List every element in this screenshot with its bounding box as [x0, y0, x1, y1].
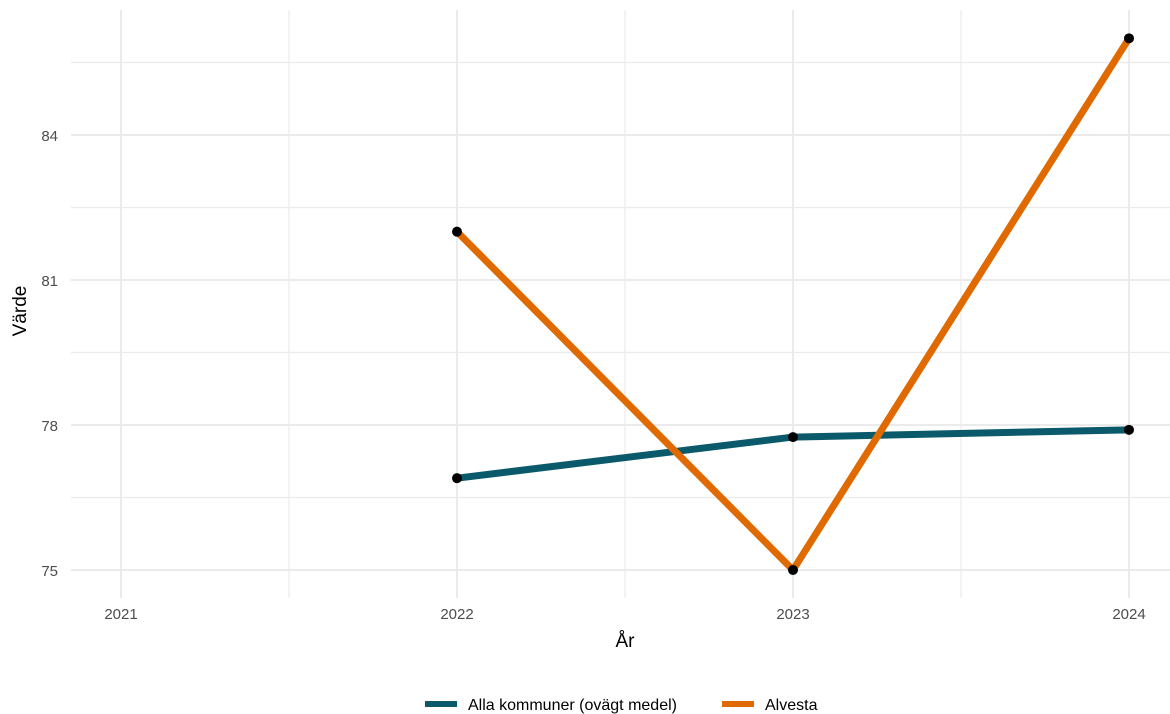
x-tick-label-2023: 2023 [776, 606, 809, 623]
x-axis-title: År [616, 631, 636, 652]
data-point-alvesta-2022 [452, 226, 462, 237]
x-tick-label-2021: 2021 [104, 606, 137, 623]
y-axis-title: Värde [10, 286, 31, 337]
data-point-alla-kommuner-2022 [452, 473, 462, 484]
y-tick-label-84: 84 [41, 128, 58, 145]
data-point-alvesta-2023 [788, 565, 798, 575]
y-tick-label-78: 78 [41, 418, 58, 435]
y-tick-label-81: 81 [41, 273, 58, 290]
series-points [452, 33, 1134, 575]
legend: Alla kommuner (ovägt medel) Alvesta [425, 697, 818, 714]
y-tick-labels: 75 78 81 84 [41, 128, 58, 580]
legend-label-alvesta: Alvesta [765, 697, 818, 714]
x-tick-label-2024: 2024 [1112, 606, 1145, 623]
data-point-alla-kommuner-2023 [788, 432, 798, 443]
legend-label-alla-kommuner: Alla kommuner (ovägt medel) [468, 697, 677, 714]
x-tick-labels: 2021 2022 2023 2024 [104, 606, 1145, 623]
data-point-alvesta-2024 [1124, 33, 1134, 44]
x-tick-label-2022: 2022 [440, 606, 473, 623]
y-tick-label-75: 75 [41, 563, 58, 580]
data-point-alla-kommuner-2024 [1124, 424, 1134, 435]
grid [71, 10, 1170, 598]
